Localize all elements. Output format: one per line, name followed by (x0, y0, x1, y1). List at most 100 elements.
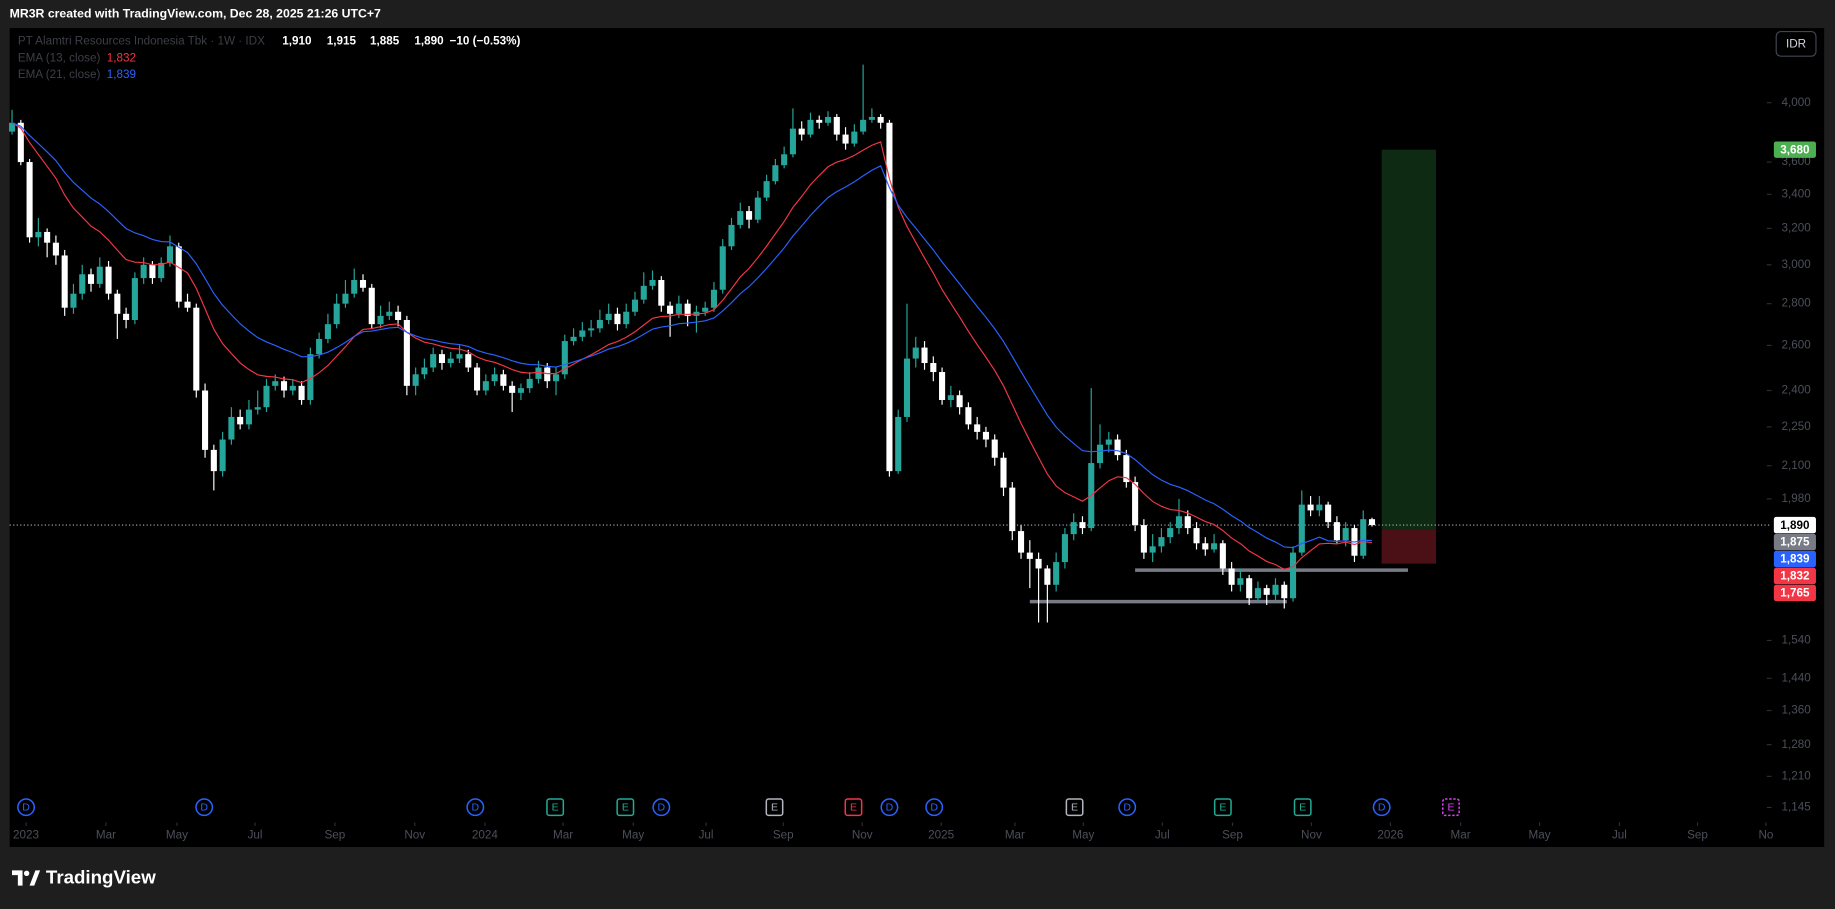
candle-body (465, 354, 472, 368)
candle-body (1325, 504, 1332, 523)
y-tick-label: 4,000 (1781, 96, 1811, 109)
candle-body (52, 242, 59, 256)
candle-body (447, 358, 454, 364)
credit: MR3R created with TradingView.com, Dec 2… (10, 6, 381, 20)
candle-body (1096, 444, 1104, 464)
logo-mark (23, 870, 30, 877)
event-label: D (200, 802, 208, 814)
candle-body (175, 246, 182, 302)
legend-label: EMA (13, close) (18, 52, 101, 65)
y-tick-label: 2,600 (1781, 339, 1811, 352)
event-label: E (771, 802, 778, 814)
candle-body (517, 388, 524, 393)
candle-body (26, 162, 33, 238)
event-label: D (22, 802, 30, 814)
candle-body (1018, 531, 1025, 553)
close-value: 1,890 (414, 35, 444, 48)
chart-title: PT Alamtri Resources Indonesia Tbk · 1W … (18, 35, 265, 48)
event-marker (1065, 798, 1084, 817)
candle-body (728, 224, 735, 247)
event-label: D (1123, 802, 1131, 814)
event-label: D (472, 802, 480, 814)
candle-body (588, 328, 595, 331)
candle-body (333, 303, 340, 325)
candle-body (1035, 558, 1042, 569)
price-label: 1,875 (1780, 536, 1810, 549)
candle-body (1079, 522, 1086, 529)
event-marker (1293, 798, 1312, 817)
candle-body (965, 407, 972, 425)
candle-body (719, 246, 726, 290)
candle-body (631, 299, 639, 312)
candle-body (561, 341, 568, 375)
candle-body (1289, 552, 1297, 599)
candle-body (421, 367, 428, 375)
candle-body (667, 305, 674, 314)
candle-body (1105, 439, 1112, 445)
x-tick-label: Jul (1155, 828, 1170, 841)
candle-body (254, 407, 261, 410)
candle-body (1184, 516, 1191, 529)
candle-body (298, 385, 305, 400)
currency-button[interactable] (1775, 31, 1817, 57)
profit-zone (1381, 149, 1437, 530)
candle-body (860, 119, 867, 132)
candle-body (202, 390, 209, 450)
candle-body (245, 409, 252, 425)
candle-body (307, 354, 314, 400)
candle-body (412, 374, 419, 386)
candle-body (1237, 578, 1244, 585)
candle-body (403, 319, 410, 386)
candle-body (1044, 568, 1051, 585)
event-marker (844, 798, 863, 817)
event-marker (546, 798, 565, 817)
low-value: 1,885 (370, 35, 400, 48)
y-tick-label: 1,980 (1781, 492, 1811, 505)
candle-body (1114, 439, 1121, 456)
candle-body (438, 354, 446, 364)
x-tick-label: May (622, 828, 644, 841)
x-tick-label: No (1758, 828, 1773, 841)
event-label: E (1219, 802, 1226, 814)
candle-body (1123, 455, 1130, 483)
event-marker (195, 798, 214, 817)
currency-label[interactable]: IDR (1786, 38, 1806, 51)
y-tick-label: 1,540 (1781, 634, 1811, 647)
candle-body (114, 293, 121, 314)
change-value: −10 (−0.53%) (450, 35, 521, 48)
candle-body (1149, 546, 1156, 553)
candle-body (772, 165, 779, 182)
candle-body (1140, 525, 1147, 553)
price-label-bg (1773, 550, 1816, 568)
x-tick-label: Sep (1222, 828, 1243, 841)
event-marker (1442, 798, 1460, 817)
x-tick-label: Sep (773, 828, 794, 841)
x-tick-label: 2025 (928, 828, 955, 841)
candle-body (272, 381, 279, 386)
event-label: E (1299, 802, 1306, 814)
candle-body (544, 367, 551, 382)
x-tick-label: May (1529, 828, 1551, 841)
x-tick-label: Mar (96, 828, 116, 841)
open-value: 1,910 (282, 35, 312, 48)
x-tick-label: May (1072, 828, 1094, 841)
loss-zone (1381, 529, 1437, 564)
candle-body (789, 128, 796, 155)
candle-body (1360, 519, 1367, 556)
candle-body (237, 416, 244, 425)
event-marker (466, 798, 485, 817)
x-tick-label: Sep (1687, 828, 1708, 841)
candle-body (149, 264, 156, 279)
candle-body (87, 274, 95, 284)
price-label: 1,890 (1780, 519, 1810, 532)
candle-body (781, 154, 788, 166)
candle-body (1211, 543, 1218, 550)
candle-body (35, 231, 42, 238)
x-tick-label: Nov (1301, 828, 1322, 841)
candle-body (614, 313, 621, 325)
legend-value: 1,839 (107, 68, 136, 81)
candle-body (1175, 516, 1183, 529)
event-marker (925, 798, 944, 817)
candle-body (1228, 568, 1235, 585)
